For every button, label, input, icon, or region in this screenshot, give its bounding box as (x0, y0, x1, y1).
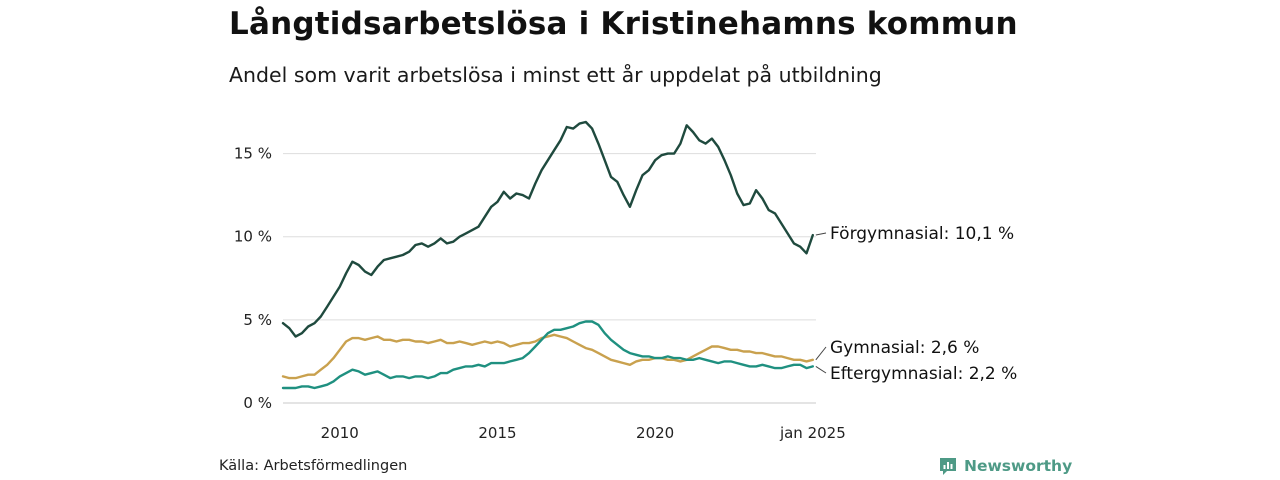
x-tick-label: 2020 (636, 424, 674, 442)
grid-lines (283, 153, 816, 404)
series-line-förgymnasial (281, 120, 814, 338)
source-note: Källa: Arbetsförmedlingen (219, 458, 408, 474)
series-line-gymnasial (281, 333, 814, 380)
series-label-gymnasial: Gymnasial: 2,6 % (830, 338, 979, 358)
chart-title: Långtidsarbetslösa i Kristinehamns kommu… (229, 6, 1018, 42)
y-tick-label: 15 % (234, 145, 272, 163)
brand-name: Newsworthy (964, 457, 1073, 475)
y-axis-ticks: 0 % 5 % 10 % 15 % (234, 145, 272, 412)
x-tick-label: jan 2025 (779, 424, 846, 442)
y-tick-label: 0 % (243, 394, 272, 412)
label-leader-line (815, 346, 827, 361)
y-tick-label: 5 % (243, 311, 272, 329)
brand-logo: Newsworthy (938, 456, 1072, 476)
label-leader-line (815, 365, 827, 374)
x-tick-label: 2010 (321, 424, 359, 442)
series-lines (281, 120, 814, 390)
x-tick-label: 2015 (478, 424, 516, 442)
series-end-labels: Förgymnasial: 10,1 % Gymnasial: 2,6 % Efte… (815, 224, 1017, 384)
newsworthy-logo-icon (940, 458, 956, 475)
y-tick-label: 10 % (234, 228, 272, 246)
x-axis-ticks: 2010 2015 2020 jan 2025 (321, 424, 846, 442)
label-leader-line (815, 232, 827, 236)
series-label-eftergymnasial: Eftergymnasial: 2,2 % (830, 364, 1017, 384)
chart-subtitle: Andel som varit arbetslösa i minst ett å… (229, 63, 882, 87)
series-label-förgymnasial: Förgymnasial: 10,1 % (830, 224, 1014, 244)
series-line-eftergymnasial (281, 320, 814, 390)
